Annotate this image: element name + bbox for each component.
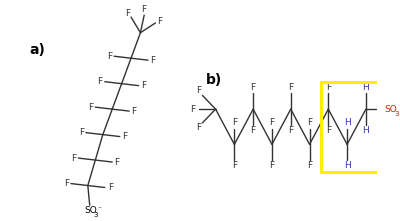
Text: F: F	[232, 161, 237, 170]
Text: F: F	[326, 83, 331, 92]
Text: F: F	[122, 132, 127, 141]
Text: 3: 3	[394, 110, 398, 117]
Text: F: F	[98, 77, 102, 86]
Text: H: H	[344, 161, 350, 170]
Text: F: F	[326, 126, 331, 135]
Text: F: F	[108, 183, 113, 192]
Text: F: F	[307, 118, 312, 127]
Text: F: F	[150, 56, 155, 65]
Bar	[321, 82, 384, 172]
Text: F: F	[288, 83, 293, 92]
Text: F: F	[251, 83, 256, 92]
Text: F: F	[269, 118, 274, 127]
Text: F: F	[142, 5, 147, 14]
Text: H: H	[362, 126, 369, 135]
Text: F: F	[251, 126, 256, 135]
Text: F: F	[88, 103, 93, 112]
Text: SO: SO	[84, 206, 97, 215]
Text: F: F	[114, 158, 120, 166]
Text: F: F	[131, 107, 136, 116]
Text: F: F	[107, 52, 112, 61]
Text: F: F	[307, 161, 312, 170]
Text: F: F	[288, 126, 293, 135]
Text: H: H	[344, 118, 350, 127]
Text: F: F	[125, 9, 130, 18]
Text: H: H	[362, 83, 369, 92]
Text: F: F	[232, 118, 237, 127]
Text: SO: SO	[385, 105, 398, 114]
Text: F: F	[79, 128, 84, 137]
Text: F: F	[269, 161, 274, 170]
Text: F: F	[71, 154, 76, 163]
Text: F: F	[64, 179, 69, 188]
Text: ⁻: ⁻	[98, 204, 102, 213]
Text: 3: 3	[94, 212, 98, 219]
Text: F: F	[141, 81, 146, 90]
Text: F: F	[196, 86, 201, 95]
Text: F: F	[196, 123, 201, 132]
Text: b): b)	[206, 73, 222, 87]
Text: F: F	[158, 17, 163, 27]
Text: a): a)	[30, 43, 46, 57]
Text: ⁻: ⁻	[398, 103, 400, 112]
Text: F: F	[190, 105, 196, 114]
